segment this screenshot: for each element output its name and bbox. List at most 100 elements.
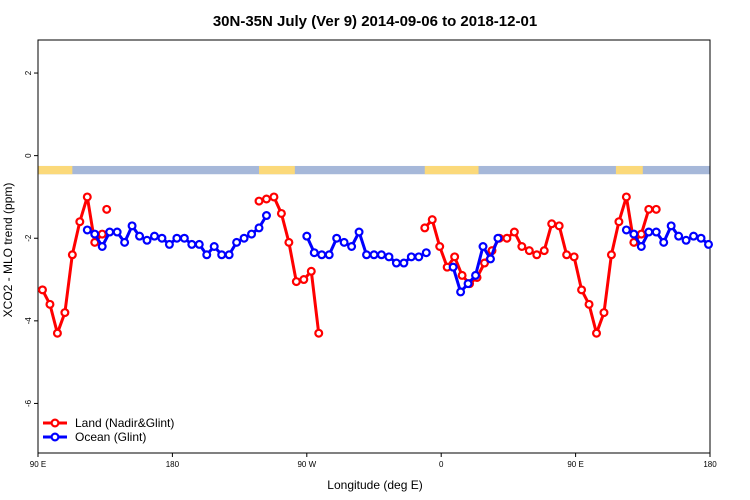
data-point-ocean bbox=[414, 252, 424, 262]
data-point-land bbox=[450, 252, 460, 262]
data-point-ocean bbox=[82, 225, 92, 235]
data-point-land bbox=[60, 308, 70, 318]
data-point-ocean bbox=[629, 229, 639, 239]
data-point-ocean bbox=[317, 250, 327, 260]
legend-marker-land bbox=[50, 418, 60, 428]
y-axis-title: XCO2 - MLO trend (ppm) bbox=[1, 183, 15, 318]
data-point-ocean bbox=[309, 248, 319, 258]
data-point-ocean bbox=[471, 270, 481, 280]
data-point-ocean bbox=[421, 248, 431, 258]
data-point-ocean bbox=[224, 250, 234, 260]
data-point-ocean bbox=[179, 233, 189, 243]
data-point-ocean bbox=[369, 250, 379, 260]
surface-strip bbox=[38, 165, 710, 175]
data-point-ocean bbox=[463, 279, 473, 289]
data-point-land bbox=[457, 270, 467, 280]
data-point-ocean bbox=[399, 258, 409, 268]
data-point-land bbox=[420, 223, 430, 233]
data-point-land bbox=[45, 299, 55, 309]
data-point-ocean bbox=[324, 250, 334, 260]
surface-strip-land-2 bbox=[424, 165, 479, 175]
data-point-land bbox=[299, 275, 309, 285]
data-point-ocean bbox=[112, 227, 122, 237]
data-point-ocean bbox=[105, 227, 115, 237]
data-point-land bbox=[75, 217, 85, 227]
data-point-ocean bbox=[651, 227, 661, 237]
data-point-ocean bbox=[209, 242, 219, 252]
data-point-land bbox=[577, 285, 587, 295]
data-point-ocean bbox=[135, 231, 145, 241]
data-point-land bbox=[562, 250, 572, 260]
x-axis-title: Longitude (deg E) bbox=[327, 478, 422, 492]
data-point-ocean bbox=[354, 227, 364, 237]
data-point-ocean bbox=[347, 242, 357, 252]
data-point-ocean bbox=[157, 233, 167, 243]
data-point-ocean bbox=[142, 235, 152, 245]
data-point-land bbox=[621, 192, 631, 202]
series-line-land-3 bbox=[423, 195, 657, 335]
x-tick-label-1: 180 bbox=[166, 460, 180, 469]
data-point-land bbox=[509, 227, 519, 237]
data-point-land bbox=[636, 229, 646, 239]
data-point-ocean bbox=[485, 254, 495, 264]
data-point-land bbox=[651, 204, 661, 214]
data-point-ocean bbox=[456, 287, 466, 297]
data-point-land bbox=[480, 258, 490, 268]
legend: Land (Nadir&Glint) Ocean (Glint) bbox=[43, 416, 174, 444]
data-point-land bbox=[291, 277, 301, 287]
data-point-land bbox=[502, 233, 512, 243]
data-point-land bbox=[276, 208, 286, 218]
data-point-land bbox=[554, 221, 564, 231]
data-point-ocean bbox=[659, 237, 669, 247]
data-point-ocean bbox=[448, 262, 458, 272]
data-point-ocean bbox=[704, 239, 714, 249]
y-tick-label-0: 2 bbox=[24, 70, 33, 75]
x-tick-label-0: 90 E bbox=[30, 460, 46, 469]
plot-frame bbox=[37, 39, 711, 454]
data-point-land bbox=[644, 204, 654, 214]
data-point-land bbox=[269, 192, 279, 202]
data-point-ocean bbox=[149, 231, 159, 241]
data-point-ocean bbox=[666, 221, 676, 231]
data-point-ocean bbox=[478, 242, 488, 252]
data-point-ocean bbox=[247, 229, 257, 239]
surface-strip-land-0 bbox=[38, 165, 73, 175]
data-point-land bbox=[524, 246, 534, 256]
data-point-land bbox=[254, 196, 264, 206]
data-point-ocean bbox=[332, 233, 342, 243]
data-point-ocean bbox=[493, 233, 503, 243]
y-tick-label-2: -2 bbox=[24, 234, 33, 242]
data-point-ocean bbox=[384, 252, 394, 262]
data-point-land bbox=[97, 229, 107, 239]
data-point-ocean bbox=[261, 211, 271, 221]
data-point-land bbox=[517, 242, 527, 252]
data-point-ocean bbox=[232, 237, 242, 247]
data-point-land bbox=[102, 204, 112, 214]
data-point-land bbox=[532, 250, 542, 260]
data-point-ocean bbox=[254, 223, 264, 233]
data-point-ocean bbox=[217, 250, 227, 260]
data-point-ocean bbox=[406, 252, 416, 262]
data-point-land bbox=[82, 192, 92, 202]
data-point-ocean bbox=[202, 250, 212, 260]
data-point-ocean bbox=[90, 229, 100, 239]
data-point-land bbox=[261, 194, 271, 204]
data-point-ocean bbox=[172, 233, 182, 243]
data-point-ocean bbox=[187, 239, 197, 249]
data-point-ocean bbox=[127, 221, 137, 231]
surface-strip-land-1 bbox=[259, 165, 295, 175]
y-tick-label-1: 0 bbox=[24, 153, 33, 158]
data-point-ocean bbox=[302, 231, 312, 241]
data-point-ocean bbox=[674, 231, 684, 241]
data-point-land bbox=[614, 217, 624, 227]
axes: 90 E 180 90 W 0 90 E 180 2 0 -2 -4 -6 bbox=[24, 70, 717, 469]
data-point-land bbox=[52, 328, 62, 338]
data-point-ocean bbox=[339, 237, 349, 247]
data-point-ocean bbox=[681, 235, 691, 245]
y-tick-label-4: -6 bbox=[24, 399, 33, 407]
data-point-ocean bbox=[97, 242, 107, 252]
data-point-ocean bbox=[391, 258, 401, 268]
y-tick-label-3: -4 bbox=[24, 317, 33, 325]
data-point-ocean bbox=[362, 250, 372, 260]
data-point-land bbox=[592, 328, 602, 338]
